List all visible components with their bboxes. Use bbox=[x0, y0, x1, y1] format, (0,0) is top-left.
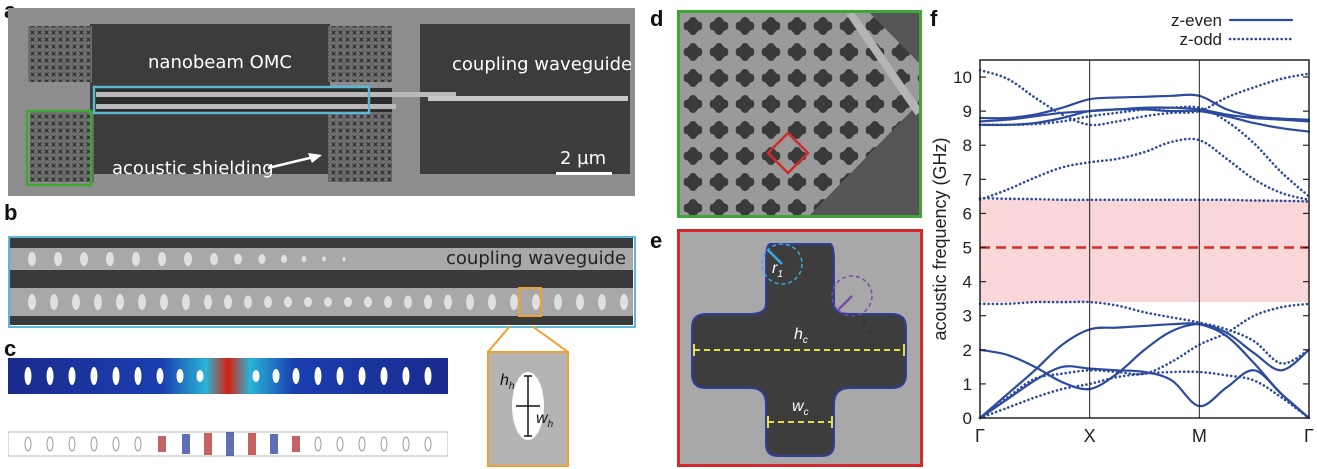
band-dotted-11 bbox=[978, 137, 1311, 202]
y-tick-label-10: 10 bbox=[953, 68, 972, 87]
panel-b-lower-holes bbox=[28, 294, 628, 310]
panel-f-label: f bbox=[930, 6, 938, 31]
band-solid-5 bbox=[978, 93, 1311, 121]
panel-c-h-label: hh bbox=[500, 372, 515, 393]
legend-label-dotted: z-odd bbox=[1179, 30, 1222, 49]
panel-d-sem-image bbox=[677, 10, 922, 218]
panel-a-sem-image bbox=[8, 8, 635, 196]
panel-c-mechanical-holes bbox=[24, 436, 432, 452]
panel-c-mechanical-field bbox=[158, 432, 300, 456]
bandgap-region bbox=[980, 199, 1309, 303]
panel-d-label: d bbox=[650, 6, 664, 31]
y-tick-label-4: 4 bbox=[963, 273, 972, 292]
panel-b-label: b bbox=[4, 200, 18, 225]
x-tick-label-3: M bbox=[1192, 426, 1207, 446]
band-solid-1 bbox=[978, 365, 1311, 420]
panel-c-mode-profiles bbox=[8, 358, 448, 457]
panel-c-w-label: wh bbox=[536, 410, 554, 431]
panel-a-coupling-label: coupling waveguide bbox=[452, 54, 633, 75]
panel-c-label: c bbox=[4, 336, 17, 361]
legend-label-solid: z-even bbox=[1171, 11, 1222, 30]
band-dotted-12 bbox=[978, 105, 1311, 198]
y-tick-label-8: 8 bbox=[963, 136, 972, 155]
panel-e-sem-svg bbox=[680, 232, 920, 464]
panel-c-optical-holes bbox=[24, 367, 432, 385]
panel-a-sem-svg bbox=[8, 8, 635, 196]
y-tick-label-6: 6 bbox=[963, 204, 972, 223]
band-dotted-13 bbox=[978, 68, 1311, 127]
x-tick-label-1: Γ bbox=[975, 426, 985, 446]
band-solid-4 bbox=[978, 106, 1311, 123]
y-tick-label-9: 9 bbox=[963, 102, 972, 121]
panel-b-sem-svg bbox=[10, 238, 633, 325]
band-solid-3 bbox=[978, 323, 1311, 391]
panel-e-hc-label: hc bbox=[794, 326, 808, 347]
panel-e-r2-label: r2 bbox=[862, 316, 873, 337]
y-tick-label-3: 3 bbox=[963, 307, 972, 326]
y-tick-label-5: 5 bbox=[963, 239, 972, 258]
y-tick-label-0: 0 bbox=[963, 409, 972, 428]
y-tick-label-2: 2 bbox=[963, 341, 972, 360]
panel-e-wc-label: wc bbox=[792, 398, 809, 419]
panel-e-sem-image bbox=[677, 229, 923, 467]
y-tick-label-7: 7 bbox=[963, 170, 972, 189]
band-dotted-10 bbox=[978, 196, 1311, 203]
panel-a-scalebar-label: 2 µm bbox=[560, 148, 607, 169]
panel-b-sem-image bbox=[8, 236, 636, 328]
band-dotted-8 bbox=[978, 302, 1311, 420]
y-tick-label-1: 1 bbox=[963, 375, 972, 394]
panel-e-label: e bbox=[650, 228, 663, 253]
x-tick-label-4: Γ bbox=[1304, 426, 1314, 446]
panel-a-nanobeam-label: nanobeam OMC bbox=[148, 52, 292, 73]
y-axis-label: acoustic frequency (GHz) bbox=[930, 137, 950, 340]
x-tick-label-2: X bbox=[1084, 426, 1096, 446]
band-solid-2 bbox=[978, 322, 1311, 420]
plot-frame bbox=[979, 59, 1310, 419]
panel-b-upper-holes bbox=[28, 252, 346, 266]
band-dotted-7 bbox=[978, 370, 1311, 420]
band-dotted-9 bbox=[978, 300, 1311, 365]
panel-c-unit-cell-inset bbox=[487, 326, 569, 467]
panel-b-coupling-label: coupling waveguide bbox=[446, 248, 627, 269]
band-solid-6 bbox=[978, 108, 1311, 133]
panel-a-shielding-label: acoustic shielding bbox=[112, 158, 274, 179]
panel-e-r1-label: r1 bbox=[772, 260, 783, 281]
panel-d-sem-svg bbox=[680, 13, 919, 215]
